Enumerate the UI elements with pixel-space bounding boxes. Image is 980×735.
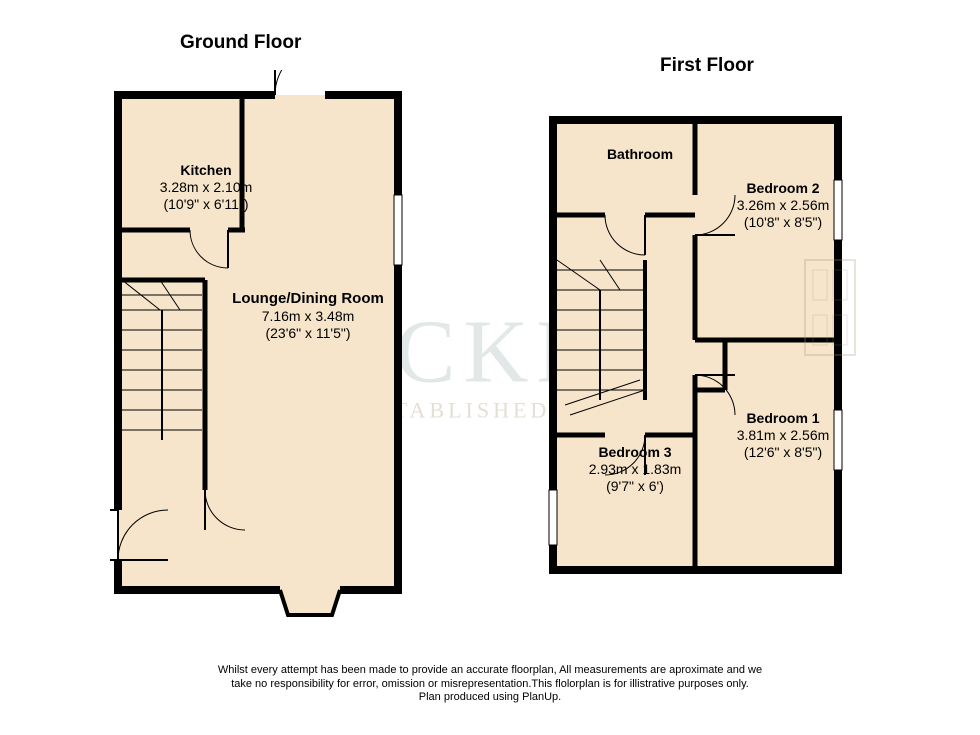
bedroom2-dim-m: 3.26m x 2.56m bbox=[718, 197, 848, 214]
ground-floor-plan bbox=[110, 70, 420, 630]
kitchen-dim-m: 3.28m x 2.10m bbox=[146, 179, 266, 196]
lounge-label: Lounge/Dining Room 7.16m x 3.48m (23'6" … bbox=[228, 290, 388, 342]
lounge-dim-m: 7.16m x 3.48m bbox=[228, 308, 388, 325]
bedroom2-label: Bedroom 2 3.26m x 2.56m (10'8" x 8'5") bbox=[718, 180, 848, 230]
lounge-dim-ft: (23'6" x 11'5") bbox=[228, 325, 388, 342]
bedroom2-dim-ft: (10'8" x 8'5") bbox=[718, 214, 848, 231]
bedroom1-dim-ft: (12'6" x 8'5") bbox=[718, 444, 848, 461]
bedroom3-dim-m: 2.93m x 1.83m bbox=[570, 461, 700, 478]
lounge-name: Lounge/Dining Room bbox=[228, 290, 388, 308]
bedroom1-label: Bedroom 1 3.81m x 2.56m (12'6" x 8'5") bbox=[718, 410, 848, 460]
kitchen-label: Kitchen 3.28m x 2.10m (10'9" x 6'11") bbox=[146, 162, 266, 212]
bedroom1-dim-m: 3.81m x 2.56m bbox=[718, 427, 848, 444]
disclaimer-line1: Whilst every attempt has been made to pr… bbox=[218, 664, 762, 676]
ground-floor-title: Ground Floor bbox=[180, 32, 301, 54]
disclaimer-line2: take no responsibility for error, omissi… bbox=[231, 678, 749, 690]
disclaimer: Whilst every attempt has been made to pr… bbox=[0, 664, 980, 705]
bedroom2-name: Bedroom 2 bbox=[718, 180, 848, 197]
kitchen-name: Kitchen bbox=[146, 162, 266, 179]
first-floor-plan bbox=[545, 100, 865, 600]
disclaimer-line3: Plan produced using PlanUp. bbox=[419, 691, 561, 703]
bedroom3-name: Bedroom 3 bbox=[570, 444, 700, 461]
first-floor-title: First Floor bbox=[660, 55, 754, 77]
bedroom3-dim-ft: (9'7" x 6') bbox=[570, 478, 700, 495]
kitchen-dim-ft: (10'9" x 6'11") bbox=[146, 196, 266, 213]
bathroom-label: Bathroom bbox=[590, 146, 690, 163]
bedroom1-name: Bedroom 1 bbox=[718, 410, 848, 427]
bedroom3-label: Bedroom 3 2.93m x 1.83m (9'7" x 6') bbox=[570, 444, 700, 494]
bathroom-name: Bathroom bbox=[590, 146, 690, 163]
